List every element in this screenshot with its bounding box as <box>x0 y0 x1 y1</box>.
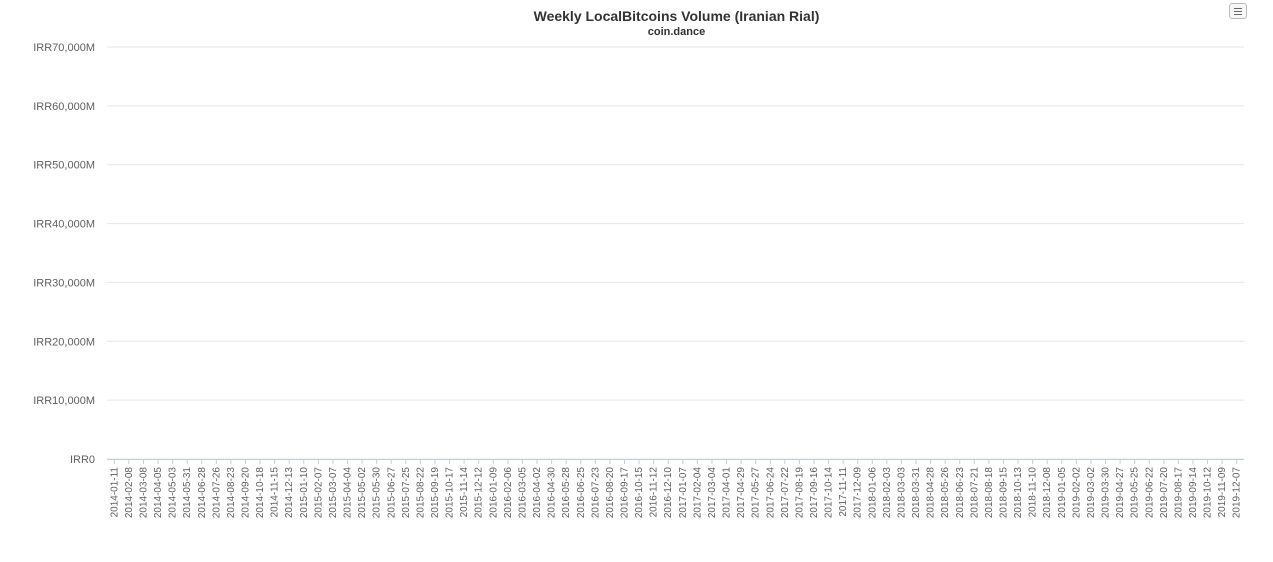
x-tick-label: 2014-05-03 <box>168 467 179 519</box>
menu-icon-line <box>1234 11 1242 12</box>
x-tick-label: 2017-12-09 <box>853 467 864 519</box>
menu-icon <box>1234 8 1242 9</box>
x-tick-label: 2017-04-01 <box>722 467 733 519</box>
x-tick-label: 2019-09-14 <box>1188 467 1199 519</box>
x-tick-label: 2014-08-23 <box>226 467 237 519</box>
x-tick-label: 2017-03-04 <box>707 467 718 519</box>
x-tick-label: 2017-10-14 <box>824 467 835 519</box>
x-tick-label: 2015-07-25 <box>401 467 412 519</box>
x-tick-label: 2018-12-08 <box>1042 467 1053 519</box>
x-tick-label: 2018-01-06 <box>867 467 878 519</box>
menu-icon-line <box>1234 14 1242 15</box>
y-tick-label: IRR70,000M <box>33 42 95 54</box>
x-tick-label: 2018-03-31 <box>911 467 922 519</box>
y-tick-label: IRR0 <box>70 454 95 466</box>
x-tick-label: 2019-10-12 <box>1203 467 1214 519</box>
x-tick-label: 2014-06-28 <box>197 467 208 519</box>
x-tick-label: 2019-03-02 <box>1086 467 1097 519</box>
x-tick-label: 2015-11-14 <box>459 467 470 518</box>
x-tick-label: 2015-09-19 <box>430 467 441 519</box>
x-tick-label: 2016-12-10 <box>663 467 674 519</box>
x-tick-label: 2014-10-18 <box>255 467 266 519</box>
y-tick-label: IRR60,000M <box>33 101 95 113</box>
x-tick-label: 2016-10-15 <box>634 467 645 519</box>
x-tick-label: 2014-07-26 <box>211 467 222 519</box>
chart-subtitle: coin.dance <box>647 26 706 38</box>
y-tick-label: IRR40,000M <box>33 219 95 231</box>
x-tick-label: 2018-10-13 <box>1013 467 1024 519</box>
x-tick-label: 2015-05-30 <box>372 467 383 519</box>
x-tick-label: 2014-02-08 <box>124 467 135 519</box>
x-tick-label: 2014-12-13 <box>284 467 295 519</box>
x-tick-label: 2018-05-26 <box>940 467 951 519</box>
x-tick-label: 2019-01-05 <box>1057 467 1068 519</box>
x-tick-label: 2017-01-07 <box>678 467 689 519</box>
x-tick-label: 2014-04-05 <box>153 467 164 519</box>
x-tick-label: 2018-02-03 <box>882 467 893 519</box>
x-tick-label: 2019-11-09 <box>1217 467 1228 518</box>
x-tick-label: 2015-04-04 <box>343 467 354 519</box>
x-tick-label: 2019-07-20 <box>1159 467 1170 519</box>
x-tick-label: 2015-01-10 <box>299 467 310 519</box>
chart-title: Weekly LocalBitcoins Volume (Iranian Ria… <box>533 8 820 24</box>
x-tick-label: 2018-03-03 <box>896 467 907 519</box>
x-tick-label: 2016-04-30 <box>547 467 558 519</box>
x-tick-label: 2016-02-06 <box>503 467 514 519</box>
x-tick-label: 2018-07-21 <box>969 467 980 519</box>
x-tick-label: 2019-05-25 <box>1130 467 1141 519</box>
y-tick-label: IRR10,000M <box>33 395 95 407</box>
x-tick-label: 2014-05-31 <box>182 467 193 519</box>
x-tick-label: 2016-11-12 <box>649 467 660 518</box>
x-tick-label: 2019-08-17 <box>1173 467 1184 519</box>
x-tick-label: 2018-06-23 <box>955 467 966 519</box>
x-tick-label: 2015-05-02 <box>357 467 368 519</box>
x-tick-label: 2015-02-07 <box>313 467 324 519</box>
x-tick-label: 2014-03-08 <box>138 467 149 519</box>
x-tick-label: 2016-06-25 <box>576 467 587 519</box>
chart-menu-button[interactable] <box>1229 3 1247 19</box>
x-tick-label: 2017-07-22 <box>780 467 791 519</box>
x-tick-label: 2016-04-02 <box>532 467 543 519</box>
y-tick-label: IRR50,000M <box>33 160 95 172</box>
x-tick-label: 2019-02-02 <box>1071 467 1082 519</box>
x-tick-label: 2015-03-07 <box>328 467 339 519</box>
x-tick-label: 2017-11-11 <box>838 467 849 517</box>
y-tick-label: IRR30,000M <box>33 277 95 289</box>
x-tick-label: 2016-07-23 <box>590 467 601 519</box>
x-tick-label: 2017-06-24 <box>765 467 776 519</box>
x-tick-label: 2015-06-27 <box>386 467 397 519</box>
x-tick-label: 2019-04-27 <box>1115 467 1126 519</box>
x-tick-label: 2018-08-18 <box>984 467 995 519</box>
x-tick-label: 2019-06-22 <box>1144 467 1155 519</box>
y-tick-label: IRR20,000M <box>33 336 95 348</box>
x-tick-label: 2015-12-12 <box>474 467 485 519</box>
x-tick-label: 2018-04-28 <box>926 467 937 519</box>
x-tick-label: 2019-03-30 <box>1101 467 1112 519</box>
x-tick-label: 2018-09-15 <box>998 467 1009 519</box>
x-tick-label: 2017-02-04 <box>692 467 703 519</box>
x-tick-label: 2016-08-20 <box>605 467 616 519</box>
x-tick-label: 2016-01-09 <box>488 467 499 519</box>
x-tick-label: 2017-05-27 <box>751 467 762 519</box>
x-tick-label: 2017-09-16 <box>809 467 820 519</box>
x-tick-label: 2015-08-22 <box>415 467 426 519</box>
x-tick-label: 2014-11-15 <box>270 467 281 518</box>
x-tick-label: 2016-09-17 <box>619 467 630 519</box>
x-tick-label: 2016-05-28 <box>561 467 572 519</box>
x-tick-label: 2014-01-11 <box>109 467 120 518</box>
x-tick-label: 2016-03-05 <box>517 467 528 519</box>
x-tick-label: 2017-08-19 <box>794 467 805 519</box>
x-tick-label: 2017-04-29 <box>736 467 747 519</box>
x-tick-label: 2015-10-17 <box>445 467 456 519</box>
x-tick-label: 2014-09-20 <box>240 467 251 519</box>
x-tick-label: 2018-11-10 <box>1028 467 1039 518</box>
x-tick-label: 2019-12-07 <box>1232 467 1243 519</box>
